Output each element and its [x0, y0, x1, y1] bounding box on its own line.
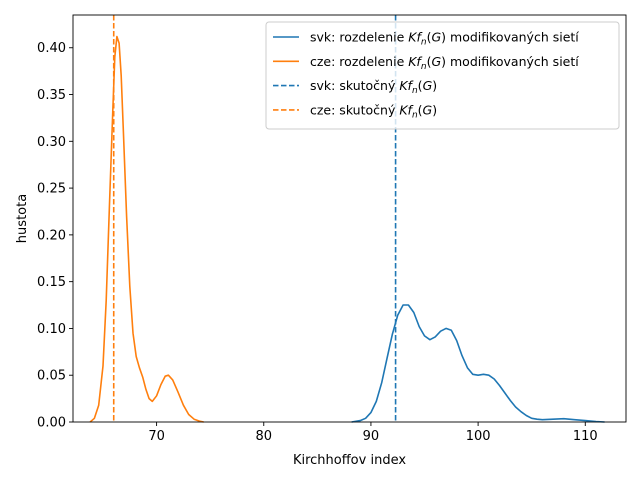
legend-box — [265, 21, 620, 130]
x-tick-label: 110 — [573, 429, 598, 444]
x-tick-label: 80 — [255, 429, 272, 444]
legend-entry-cze_true: cze: skutočný Kfn(G) — [273, 102, 437, 120]
y-tick-label: 0.15 — [37, 275, 66, 290]
x-axis-ticks: 70 80 90 100 110 — [148, 422, 598, 444]
y-axis-label: hustota — [15, 194, 30, 243]
legend-label: cze: skutočný Kfn(G) — [310, 102, 437, 120]
y-tick-label: 0.25 — [37, 182, 66, 197]
x-tick-label: 100 — [466, 429, 491, 444]
legend-label: cze: rozdelenie Kfn(G) modifikovaných si… — [310, 54, 579, 72]
y-tick-label: 0.40 — [37, 41, 66, 56]
legend-label: svk: skutočný Kfn(G) — [310, 78, 437, 96]
y-tick-label: 0.10 — [37, 322, 66, 337]
legend-label: svk: rozdelenie Kfn(G) modifikovaných si… — [310, 30, 579, 48]
x-tick-label: 70 — [148, 429, 165, 444]
y-axis-ticks: 0.00 0.05 0.10 0.15 0.20 0.25 0.30 0.35 0.40 — [37, 41, 73, 431]
y-tick-label: 0.30 — [37, 135, 66, 150]
legend: svk: rozdelenie Kfn(G) modifikovaných si… — [265, 21, 620, 130]
x-tick-label: 90 — [363, 429, 380, 444]
series-line-cze_kde — [89, 35, 204, 423]
legend-entry-svk_true: svk: skutočný Kfn(G) — [273, 78, 437, 96]
x-axis-label: Kirchhoffov index — [293, 453, 406, 468]
legend-entry-cze_kde: cze: rozdelenie Kfn(G) modifikovaných si… — [273, 54, 579, 72]
series-line-svk_kde — [351, 304, 605, 423]
y-tick-label: 0.05 — [37, 369, 66, 384]
axes-frame — [72, 14, 627, 423]
y-tick-label: 0.35 — [37, 88, 66, 103]
legend-entry-svk_kde: svk: rozdelenie Kfn(G) modifikovaných si… — [273, 30, 579, 48]
y-tick-label: 0.00 — [37, 416, 66, 431]
y-tick-label: 0.20 — [37, 228, 66, 243]
